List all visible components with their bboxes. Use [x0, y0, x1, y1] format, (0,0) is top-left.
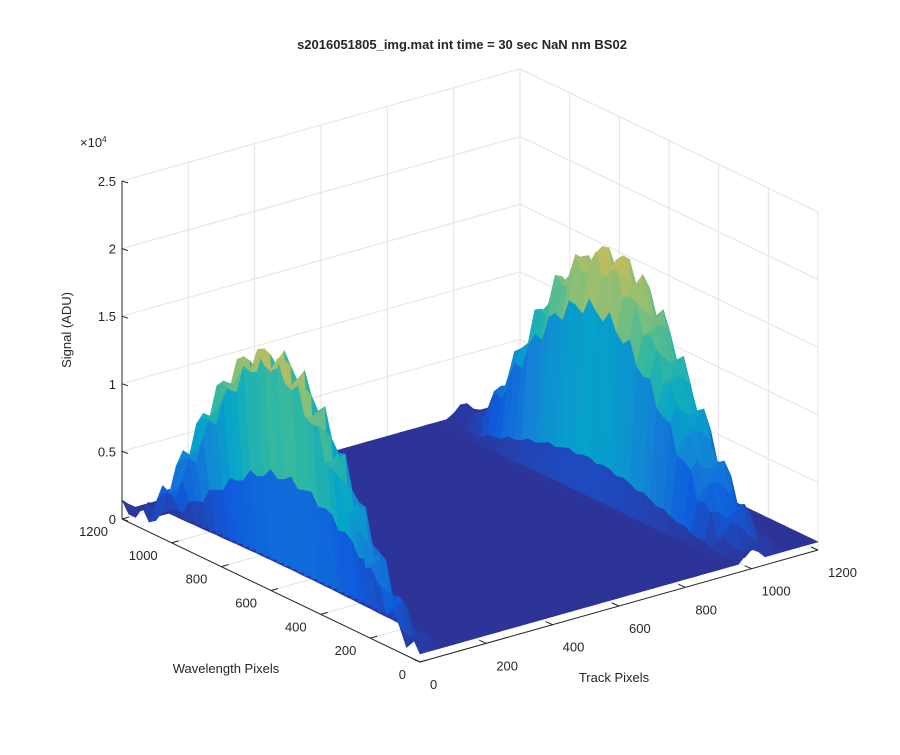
grid-line-sidewall-z — [519, 203, 819, 348]
z-axis-label: Signal (ADU) — [59, 292, 74, 368]
y-tick-label: 1000 — [129, 548, 158, 563]
x-tick-label: 800 — [695, 602, 717, 617]
y-tick-mark — [221, 564, 229, 568]
x-tick-label: 200 — [496, 658, 518, 673]
x-tick-mark — [744, 565, 752, 570]
z-exponent-base: ×104 — [80, 135, 107, 150]
y-tick-label: 200 — [335, 643, 357, 658]
y-axis-label: Wavelength Pixels — [173, 661, 280, 676]
x-tick-label: 400 — [563, 640, 585, 655]
x-tick-label: 600 — [629, 621, 651, 636]
z-tick-label: 0.5 — [98, 444, 116, 459]
y-tick-label: 600 — [235, 596, 257, 611]
x-tick-mark — [412, 658, 421, 663]
surface-layer — [121, 246, 819, 655]
surface-patch — [803, 538, 819, 545]
axis-layer: 00.511.522.50200400600800100012000200400… — [79, 174, 857, 692]
z-tick-mark — [121, 180, 129, 184]
y-tick-mark — [370, 635, 378, 639]
grid-line-sidewall-z — [519, 136, 819, 281]
grid-line-backwall-z — [121, 203, 521, 317]
x-tick-mark — [678, 583, 686, 588]
chart-title: s2016051805_img.mat int time = 30 sec Na… — [297, 37, 627, 52]
x-tick-label: 0 — [430, 677, 437, 692]
z-tick-label: 1.5 — [98, 309, 116, 324]
z-tick-mark — [121, 450, 129, 454]
grid-line-backwall-z — [121, 338, 521, 452]
y-tick-label: 0 — [399, 667, 406, 682]
x-tick-mark — [810, 546, 819, 551]
y-tick-mark — [121, 516, 130, 520]
grid-line-backwall-z — [121, 68, 521, 182]
z-tick-label: 2.5 — [98, 174, 116, 189]
grid-line-backwall-z — [121, 136, 521, 250]
z-tick-label: 0 — [109, 512, 116, 527]
z-tick-label: 1 — [109, 377, 116, 392]
x-tick-mark — [479, 639, 487, 644]
grid-line-sidewall-z — [519, 68, 819, 213]
y-tick-label: 1200 — [79, 524, 108, 539]
x-tick-label: 1000 — [762, 584, 791, 599]
x-tick-mark — [611, 602, 620, 607]
y-tick-mark — [270, 588, 279, 591]
x-axis-label: Track Pixels — [579, 670, 650, 685]
x-tick-mark — [545, 621, 553, 626]
z-tick-label: 2 — [109, 242, 116, 257]
y-tick-label: 400 — [285, 619, 307, 634]
grid-line-backwall-z — [121, 271, 521, 385]
y-tick-mark — [320, 611, 328, 615]
y-tick-label: 800 — [186, 572, 208, 587]
z-tick-mark — [121, 315, 129, 319]
z-tick-mark — [121, 248, 129, 252]
z-tick-mark — [121, 383, 129, 387]
y-tick-mark — [171, 540, 179, 544]
x-tick-label: 1200 — [828, 565, 857, 580]
